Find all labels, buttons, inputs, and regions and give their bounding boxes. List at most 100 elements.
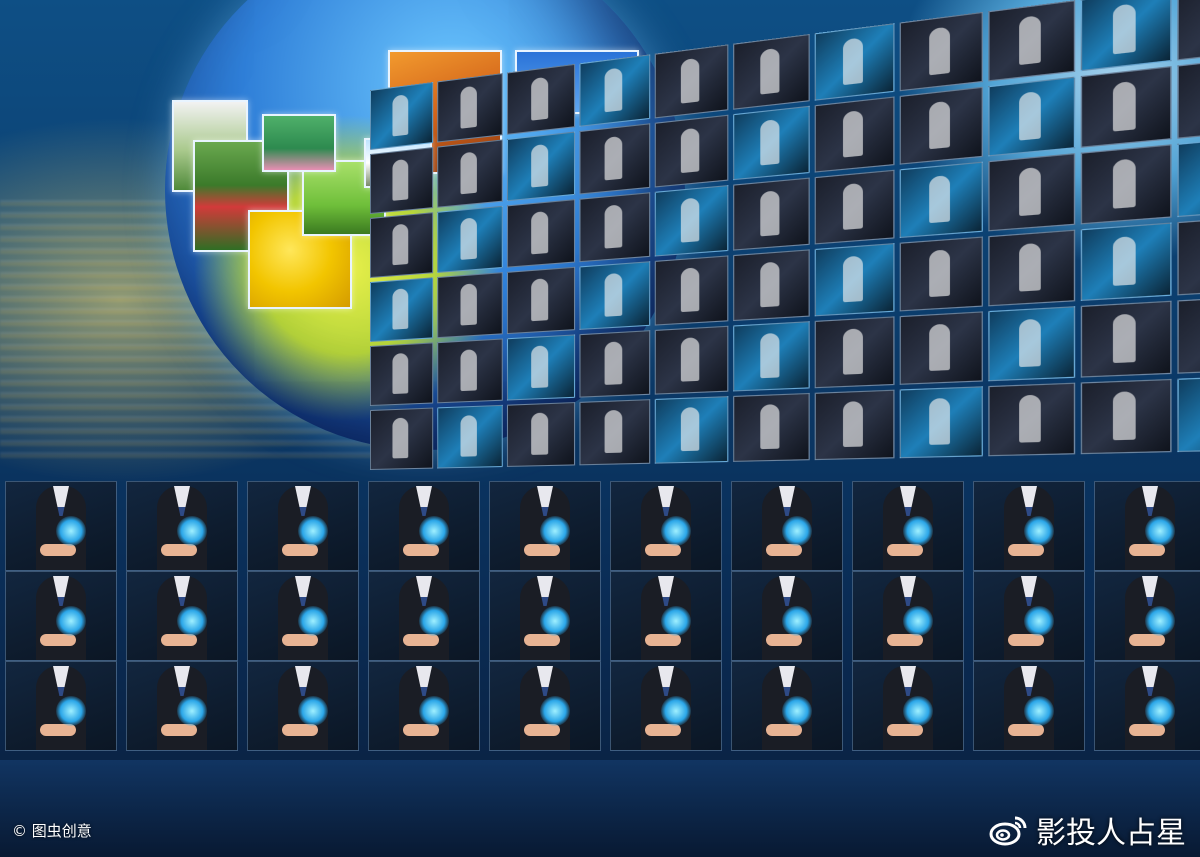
wall-screen <box>437 206 503 273</box>
wall-screen <box>437 139 503 207</box>
businessman-tile <box>731 481 843 571</box>
businessman-tile <box>368 481 480 571</box>
wall-screen <box>655 185 729 257</box>
wall-screen <box>988 383 1075 457</box>
businessman-tile <box>489 661 601 751</box>
wall-screen <box>815 23 895 101</box>
tile-glow <box>298 516 328 546</box>
weibo-logo-icon <box>988 814 1028 846</box>
wall-screen <box>507 199 575 268</box>
tile-glow <box>540 606 570 636</box>
wall-screen <box>733 178 810 251</box>
wall-screen <box>1177 215 1200 295</box>
tile-glow <box>1145 606 1175 636</box>
businessman-tile <box>368 661 480 751</box>
wall-screen <box>988 0 1075 81</box>
wall-screen <box>815 243 895 316</box>
wall-screen <box>1081 379 1172 454</box>
tile-glow <box>1024 606 1054 636</box>
tile-glow <box>419 696 449 726</box>
wall-screen <box>507 402 575 467</box>
tile-glow <box>903 516 933 546</box>
wall-screen <box>370 408 433 470</box>
businessman-tile <box>247 481 359 571</box>
tile-glow <box>782 516 812 546</box>
tile-glow <box>661 606 691 636</box>
wall-screen <box>437 338 503 403</box>
wall-screen <box>370 82 433 150</box>
businessman-tile <box>1094 481 1200 571</box>
watermark-tuchong: © 图虫创意 <box>12 820 92 841</box>
businessman-tile <box>973 481 1085 571</box>
businessman-tile <box>731 571 843 661</box>
wall-screen <box>655 44 729 118</box>
wall-screen <box>900 386 983 458</box>
tile-glow <box>782 606 812 636</box>
businessman-tile <box>126 661 238 751</box>
wall-screen <box>1177 0 1200 61</box>
tile-glow <box>661 696 691 726</box>
tile-glow <box>298 696 328 726</box>
wall-screen <box>655 115 729 188</box>
wall-screen <box>1177 375 1200 452</box>
wall-screen <box>507 267 575 334</box>
tile-glow <box>1145 696 1175 726</box>
wall-screen <box>437 272 503 338</box>
wall-screen <box>900 87 983 165</box>
wall-screen <box>988 77 1075 157</box>
wall-screen <box>733 249 810 321</box>
wall-screen <box>988 306 1075 381</box>
tile-glow <box>540 696 570 726</box>
businessman-tile <box>610 661 722 751</box>
wall-screen <box>655 396 729 464</box>
wall-screen <box>507 64 575 135</box>
wall-screen <box>900 311 983 385</box>
wall-screen <box>900 236 983 311</box>
wall-screen <box>370 277 433 342</box>
tile-glow <box>540 516 570 546</box>
wall-screen <box>579 261 650 330</box>
wall-screen <box>815 96 895 172</box>
businessman-tile <box>5 571 117 661</box>
tile-glow <box>56 606 86 636</box>
businessman-tile <box>1094 571 1200 661</box>
businessman-tile <box>5 661 117 751</box>
wall-screen <box>733 321 810 391</box>
wall-screen <box>1081 66 1172 148</box>
wall-screen <box>1177 135 1200 217</box>
tile-glow <box>56 516 86 546</box>
tile-glow <box>419 516 449 546</box>
wall-screen <box>733 34 810 110</box>
wall-screen <box>579 399 650 465</box>
businessman-tile <box>368 571 480 661</box>
wall-screen <box>370 342 433 406</box>
businessman-tile <box>126 481 238 571</box>
wall-screen <box>815 170 895 245</box>
wall-screen <box>900 162 983 238</box>
wall-screen <box>733 106 810 180</box>
businessman-tile <box>126 571 238 661</box>
tile-glow <box>1024 696 1054 726</box>
businessman-tile <box>1094 661 1200 751</box>
wall-screen <box>370 212 433 278</box>
businessman-tile <box>247 661 359 751</box>
tile-glow <box>56 696 86 726</box>
tile-glow <box>177 516 207 546</box>
wall-screen <box>507 334 575 400</box>
watermark-weibo: 影投人占星 <box>988 808 1186 852</box>
tile-glow <box>1024 516 1054 546</box>
tile-glow <box>903 606 933 636</box>
wall-screen <box>655 255 729 325</box>
wall-screen <box>988 230 1075 307</box>
tile-glow <box>177 606 207 636</box>
businessman-tile <box>610 481 722 571</box>
tile-glow <box>298 606 328 636</box>
businessman-tile <box>489 571 601 661</box>
wall-screen <box>1081 0 1172 71</box>
wall-screen <box>988 153 1075 231</box>
wall-screen <box>437 73 503 142</box>
wall-screen <box>1177 295 1200 374</box>
businessman-tile <box>852 571 964 661</box>
watermark-weibo-text: 影投人占星 <box>1036 808 1186 852</box>
